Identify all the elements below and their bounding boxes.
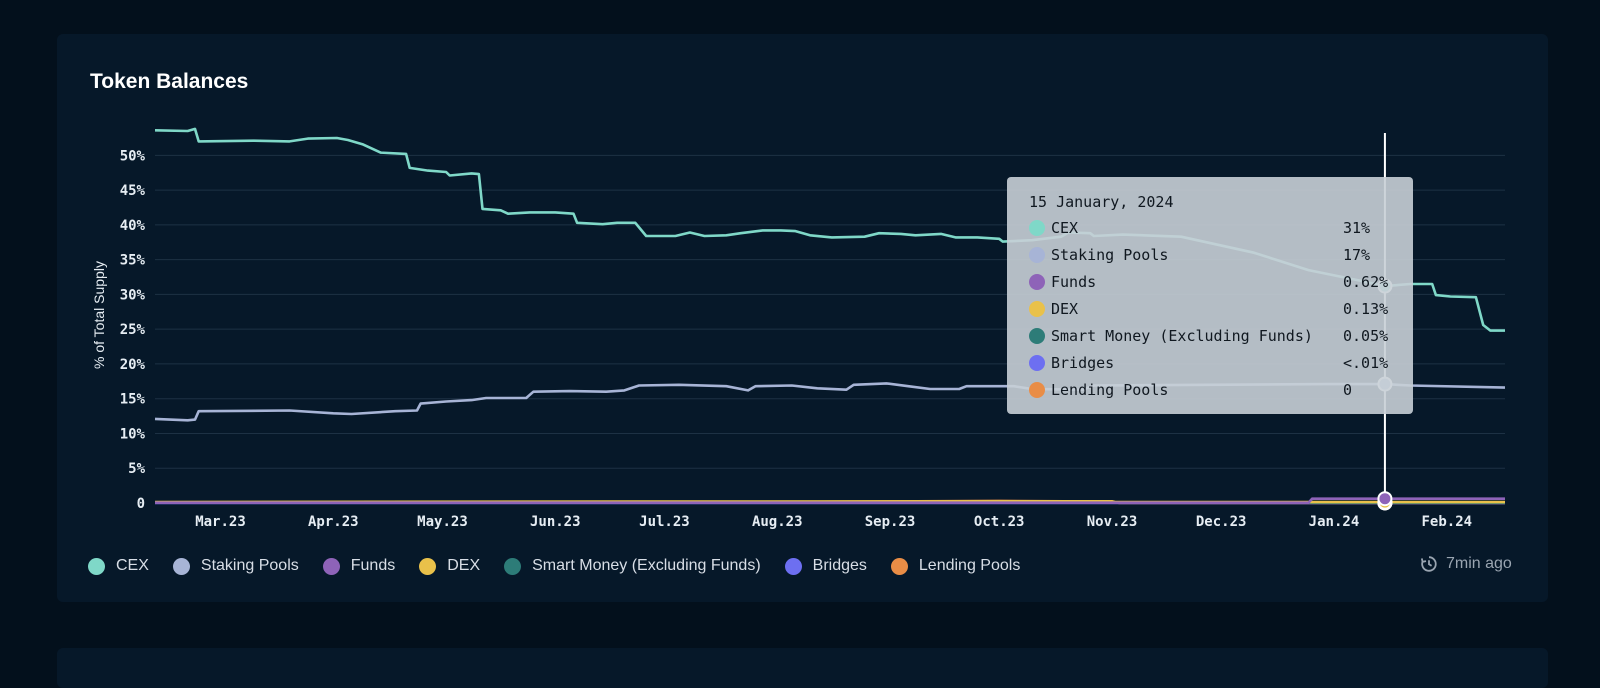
x-tick-label: May.23	[417, 514, 468, 530]
tooltip-series-value: <.01%	[1343, 354, 1389, 372]
y-tick-label: 35%	[120, 253, 146, 269]
last-updated: 7min ago	[1420, 555, 1512, 573]
y-tick-label: 10%	[120, 426, 146, 442]
x-tick-label: Nov.23	[1087, 514, 1138, 530]
legend-label: Lending Pools	[918, 557, 1021, 574]
y-tick-label: 30%	[120, 287, 146, 303]
tooltip-dot	[1029, 247, 1045, 263]
x-tick-label: Apr.23	[308, 514, 359, 530]
hover-marker	[1377, 491, 1393, 507]
tooltip-dot	[1029, 220, 1045, 236]
tooltip-row: Bridges <.01%	[1029, 354, 1399, 374]
legend-label: Smart Money (Excluding Funds)	[532, 557, 761, 574]
tooltip-series-value: 0	[1343, 381, 1353, 399]
x-tick-label: Sep.23	[865, 514, 916, 530]
legend-label: Funds	[350, 557, 396, 574]
legend-dot	[504, 557, 522, 575]
tooltip-series-name: Lending Pools	[1051, 381, 1169, 399]
tooltip-dot	[1029, 328, 1045, 344]
y-tick-label: 20%	[120, 357, 146, 373]
legend-dot	[890, 557, 908, 575]
y-tick-label: 0	[137, 496, 145, 512]
tooltip-series-name: DEX	[1051, 300, 1079, 318]
history-clock-icon	[1420, 556, 1437, 572]
x-tick-label: Aug.23	[752, 514, 803, 530]
legend-dot	[419, 557, 437, 575]
x-tick-label: Jul.23	[639, 514, 690, 530]
tooltip-series-name: Staking Pools	[1051, 246, 1169, 264]
x-tick-label: Mar.23	[195, 514, 246, 530]
legend-item[interactable]: Staking Pools	[172, 557, 299, 575]
tooltip-dot	[1029, 274, 1045, 290]
tooltip-series-value: 0.05%	[1343, 327, 1389, 345]
last-updated-text: 7min ago	[1446, 555, 1512, 572]
legend-dot	[88, 557, 105, 575]
tooltip-row: Lending Pools 0	[1029, 381, 1399, 401]
tooltip-row: CEX 31%	[1029, 219, 1399, 239]
x-tick-label: Oct.23	[974, 514, 1025, 530]
y-tick-label: 25%	[120, 322, 146, 338]
legend-item[interactable]: Smart Money (Excluding Funds)	[504, 557, 761, 575]
y-axis-label: % of Total Supply	[91, 261, 107, 369]
card-title: Token Balances	[90, 70, 249, 93]
x-tick-label: Jan.24	[1309, 514, 1360, 530]
legend-item[interactable]: Funds	[322, 557, 396, 575]
legend-label: DEX	[447, 557, 481, 574]
tooltip-series-value: 0.13%	[1343, 300, 1389, 318]
y-tick-label: 45%	[120, 183, 146, 199]
x-tick-label: Feb.24	[1421, 514, 1472, 530]
y-tick-label: 15%	[120, 392, 146, 408]
legend-dot	[172, 557, 190, 575]
x-tick-label: Dec.23	[1196, 514, 1247, 530]
tooltip-date: 15 January, 2024	[1029, 193, 1174, 211]
x-tick-label: Jun.23	[530, 514, 581, 530]
legend-item[interactable]: DEX	[419, 557, 480, 575]
legend-item[interactable]: Bridges	[784, 557, 867, 575]
tooltip-series-name: CEX	[1051, 219, 1079, 237]
chart-tooltip: 15 January, 2024 CEX 31% Staking Pools 17% F…	[1007, 177, 1413, 414]
y-tick-label: 5%	[128, 461, 145, 477]
tooltip-dot	[1029, 382, 1045, 398]
chart-legend: CEX Staking Pools Funds DEX Smart Money (Exc…	[88, 555, 1044, 577]
legend-label: CEX	[116, 557, 149, 574]
tooltip-row: Smart Money (Excluding Funds) 0.05%	[1029, 327, 1399, 347]
y-tick-label: 50%	[120, 148, 146, 164]
legend-label: Bridges	[812, 557, 867, 574]
tooltip-row: Funds 0.62%	[1029, 273, 1399, 293]
tooltip-dot	[1029, 301, 1045, 317]
tooltip-series-value: 17%	[1343, 246, 1371, 264]
legend-dot	[322, 557, 340, 575]
legend-item[interactable]: CEX	[88, 557, 149, 575]
series-line-funds	[155, 497, 1505, 504]
tooltip-series-name: Funds	[1051, 273, 1097, 291]
tooltip-series-value: 0.62%	[1343, 273, 1389, 291]
y-tick-label: 40%	[120, 218, 146, 234]
legend-label: Staking Pools	[200, 557, 299, 574]
legend-dot	[784, 557, 802, 575]
tooltip-series-name: Bridges	[1051, 354, 1115, 372]
tooltip-series-name: Smart Money (Excluding Funds)	[1051, 327, 1313, 345]
tooltip-row: Staking Pools 17%	[1029, 246, 1399, 266]
legend-item[interactable]: Lending Pools	[890, 557, 1021, 575]
tooltip-series-value: 31%	[1343, 219, 1371, 237]
tooltip-dot	[1029, 355, 1045, 371]
tooltip-row: DEX 0.13%	[1029, 300, 1399, 320]
